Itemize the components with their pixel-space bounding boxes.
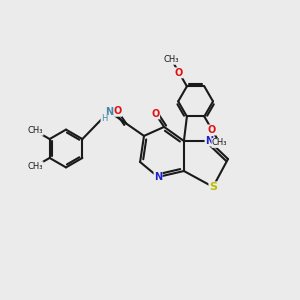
Text: H: H bbox=[101, 114, 107, 123]
Text: CH₃: CH₃ bbox=[164, 55, 179, 64]
Text: O: O bbox=[208, 125, 216, 135]
Text: N: N bbox=[205, 136, 213, 146]
Text: CH₃: CH₃ bbox=[28, 126, 43, 135]
Text: S: S bbox=[209, 182, 217, 192]
Text: O: O bbox=[114, 106, 122, 116]
Text: CH₃: CH₃ bbox=[28, 162, 43, 171]
Text: CH₃: CH₃ bbox=[212, 139, 227, 148]
Text: O: O bbox=[175, 68, 183, 78]
Text: O: O bbox=[152, 109, 160, 119]
Text: N: N bbox=[154, 172, 162, 182]
Text: N: N bbox=[105, 106, 113, 117]
